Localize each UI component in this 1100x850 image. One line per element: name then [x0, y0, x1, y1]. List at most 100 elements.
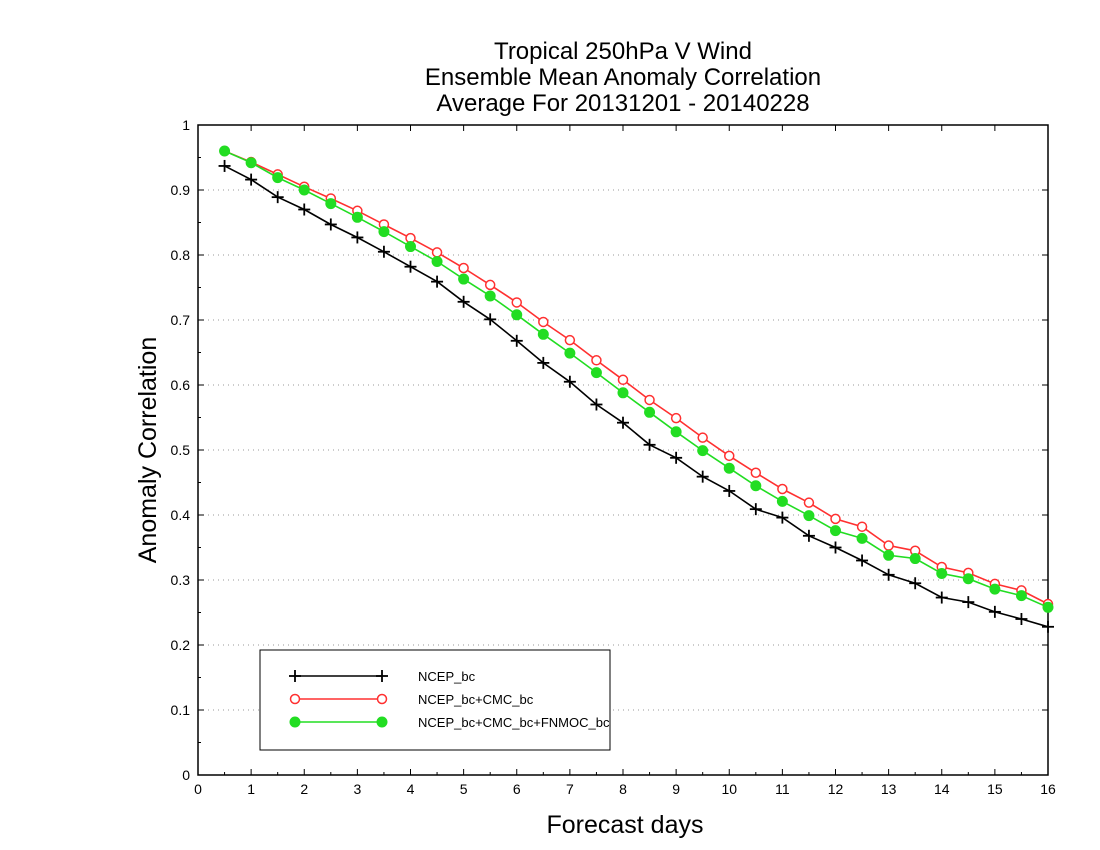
y-tick-label: 0.8 — [171, 247, 191, 263]
data-point — [989, 583, 1001, 595]
data-point — [218, 159, 231, 172]
data-point — [749, 503, 762, 516]
x-tick-label: 11 — [775, 781, 790, 797]
y-tick-label: 0.3 — [171, 572, 191, 588]
data-point — [670, 426, 682, 438]
y-tick-label: 0.5 — [171, 442, 191, 458]
legend-marker — [289, 716, 301, 728]
data-point — [776, 511, 789, 524]
data-point — [883, 549, 895, 561]
legend-marker — [376, 693, 388, 705]
x-tick-label: 8 — [619, 781, 627, 797]
x-tick-label: 14 — [934, 781, 950, 797]
data-point — [935, 591, 948, 604]
y-tick-label: 0.4 — [171, 507, 191, 523]
data-point — [697, 432, 708, 443]
data-point — [617, 416, 629, 429]
legend-marker — [376, 670, 388, 682]
x-tick-label: 16 — [1040, 781, 1056, 797]
data-point — [271, 191, 284, 204]
data-point — [723, 462, 735, 474]
y-tick-label: 0 — [182, 767, 190, 783]
data-point — [458, 262, 469, 274]
y-tick-label: 0.6 — [171, 377, 191, 393]
x-axis-title: Forecast days — [546, 811, 703, 839]
data-point — [697, 445, 709, 457]
legend-label: NCEP_bc — [418, 669, 476, 684]
x-tick-label: 6 — [513, 781, 521, 797]
data-point — [802, 529, 815, 542]
data-point — [510, 334, 523, 347]
data-point — [484, 290, 496, 302]
data-point — [909, 577, 922, 590]
data-point — [457, 295, 470, 308]
data-point — [617, 387, 629, 399]
data-point — [484, 279, 496, 291]
data-point — [590, 367, 602, 379]
data-point — [776, 495, 788, 507]
data-point — [696, 470, 709, 483]
x-tick-label: 0 — [194, 781, 202, 797]
data-point — [511, 309, 523, 321]
data-point — [909, 553, 921, 565]
data-point — [829, 541, 842, 554]
legend-label: NCEP_bc+CMC_bc — [418, 692, 534, 707]
data-point — [245, 173, 258, 186]
legend-marker — [289, 670, 301, 682]
x-tick-label: 2 — [300, 781, 308, 797]
data-point — [882, 568, 895, 581]
data-point — [856, 521, 868, 532]
x-tick-label: 7 — [566, 781, 574, 797]
x-tick-label: 1 — [247, 781, 255, 797]
data-point — [219, 145, 231, 157]
data-point — [564, 334, 576, 346]
x-tick-label: 12 — [828, 781, 844, 797]
y-axis-title: Anomaly Correlation — [134, 337, 162, 564]
data-point — [724, 450, 735, 462]
legend-item: NCEP_bc+CMC_bc — [289, 692, 534, 707]
legend-marker — [289, 693, 301, 705]
data-point — [537, 328, 549, 340]
data-point — [644, 394, 655, 406]
data-point — [936, 568, 948, 579]
data-point — [1042, 601, 1054, 613]
chart-title-line: Average For 20131201 - 20140228 — [436, 90, 809, 117]
y-tick-label: 0.7 — [171, 312, 191, 328]
x-tick-label: 3 — [353, 781, 361, 797]
data-point — [1015, 613, 1028, 625]
legend-box — [259, 649, 611, 751]
series-line — [224, 150, 1049, 609]
data-point — [883, 540, 894, 551]
data-point — [830, 525, 841, 537]
series-NCEP_bc+CMC_bc+FNMOC_bc — [219, 145, 1054, 613]
data-point — [644, 406, 656, 418]
chart-title-line: Tropical 250hPa V Wind — [494, 38, 752, 65]
data-point — [431, 247, 443, 258]
x-tick-label: 15 — [987, 781, 1003, 797]
series-NCEP_bc+CMC_bc — [219, 145, 1054, 610]
data-point — [1042, 620, 1054, 633]
data-point — [777, 483, 788, 495]
series-NCEP_bc — [218, 159, 1054, 633]
data-point — [830, 513, 841, 525]
data-point — [750, 480, 762, 492]
data-point — [484, 313, 497, 326]
data-point — [351, 211, 363, 223]
data-point — [377, 245, 390, 258]
data-point — [404, 260, 417, 273]
data-point — [324, 218, 337, 231]
y-tick-label: 0.2 — [171, 637, 191, 653]
legend-item: NCEP_bc+CMC_bc+FNMOC_bc — [289, 715, 610, 730]
data-point — [537, 356, 550, 369]
data-point — [856, 532, 868, 544]
x-tick-label: 10 — [721, 781, 737, 797]
y-tick-label: 0.1 — [171, 702, 191, 718]
data-point — [431, 275, 444, 288]
x-tick-label: 4 — [407, 781, 415, 797]
data-point — [405, 241, 416, 253]
data-point — [538, 316, 549, 328]
data-point — [590, 398, 603, 411]
data-point — [563, 375, 576, 388]
data-point — [750, 467, 762, 478]
